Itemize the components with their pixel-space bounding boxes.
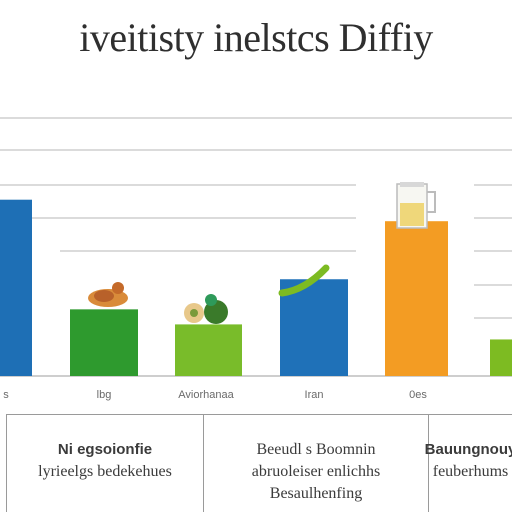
info-panel-1: Ni egsoionfie lyrieelgs bedekehues bbox=[6, 414, 204, 512]
info-panel-2: Beeudl s Boomnin abruoleiser enlichhs Be… bbox=[203, 414, 429, 512]
bar-3 bbox=[175, 324, 242, 376]
panel-2-line-2: abruoleiser enlichhs bbox=[251, 463, 381, 480]
fruit-icon bbox=[184, 294, 228, 324]
snack-icon bbox=[88, 282, 128, 307]
bar-chart: s lbg Aviorhanaa Iran 0es bbox=[0, 117, 512, 401]
category-label-2: lbg bbox=[97, 389, 112, 401]
category-labels: s lbg Aviorhanaa Iran 0es bbox=[3, 389, 427, 401]
panel-3-line-1: Bauungnouy bbox=[424, 441, 512, 458]
panel-3-line-2: feuberhums bbox=[432, 463, 509, 480]
bar-5 bbox=[385, 221, 448, 376]
category-label-5: 0es bbox=[409, 389, 427, 401]
panel-1-line-2: lyrieelgs bedekehues bbox=[38, 463, 172, 480]
bar-1 bbox=[0, 199, 32, 376]
panel-1-line-1: Ni egsoionfie bbox=[57, 441, 153, 458]
panel-2-line-3: Besaulhenfing bbox=[269, 485, 363, 502]
info-panel-3: Bauungnouy feuberhums bbox=[424, 414, 512, 512]
category-label-4: Iran bbox=[305, 389, 324, 401]
category-label-1: s bbox=[3, 389, 9, 401]
panel-2-line-1: Beeudl s Boomnin bbox=[256, 441, 376, 458]
category-label-3: Aviorhanaa bbox=[178, 389, 234, 401]
leaf-icon bbox=[278, 264, 330, 297]
juice-jar-icon bbox=[396, 182, 436, 229]
bars bbox=[0, 199, 512, 376]
bar-6 bbox=[490, 339, 512, 376]
bar-icons bbox=[88, 182, 436, 324]
chart-title: iveitisty inelstcs Diffiy bbox=[79, 15, 433, 60]
bar-2 bbox=[70, 309, 138, 376]
bar-4 bbox=[280, 279, 348, 376]
